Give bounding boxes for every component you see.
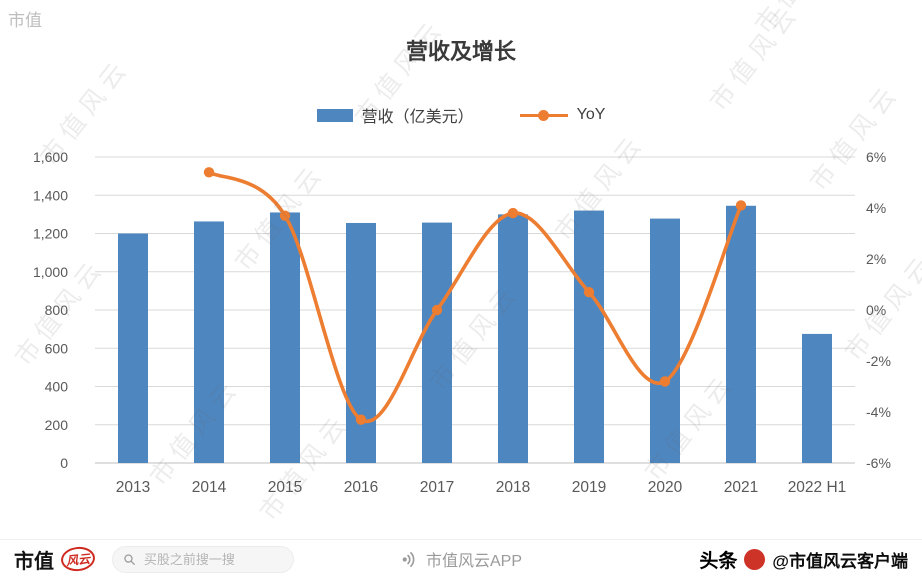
footer-right: 头条 @市值风云客户端 — [699, 546, 908, 573]
x-axis-label: 2016 — [344, 479, 378, 496]
yoy-point-2017 — [431, 304, 443, 316]
app-label: 市值风云APP — [425, 553, 523, 570]
right-axis-tick: 2% — [866, 251, 886, 267]
yoy-point-2016 — [355, 414, 367, 425]
brand-logo-text: 市值 — [14, 550, 54, 573]
search-input[interactable] — [141, 550, 283, 568]
search-box[interactable] — [112, 545, 294, 573]
bar-2021 — [726, 205, 756, 464]
x-axis-label: 2013 — [116, 479, 150, 496]
x-axis-label: 2019 — [572, 479, 606, 496]
bar-2014 — [194, 221, 224, 463]
legend-revenue-label: 营收（亿美元） — [361, 109, 474, 126]
bar-2013 — [118, 233, 148, 463]
x-axis-label: 2022 H1 — [788, 479, 847, 496]
right-axis-tick: -4% — [866, 404, 891, 420]
legend-item-revenue: 营收（亿美元） — [316, 103, 474, 127]
chart-title: 营收及增长 — [405, 39, 516, 64]
bar-2016 — [346, 222, 376, 463]
left-axis-tick: 1,400 — [33, 187, 68, 203]
x-axis-label: 2017 — [420, 479, 454, 496]
combo-chart: 0 200 400 600 800 1,000 1,200 1,400 1,600 -6% -4% -… — [33, 149, 891, 496]
broadcast-icon — [402, 551, 415, 567]
yoy-point-2019 — [583, 286, 595, 298]
bar-2018 — [498, 214, 528, 463]
left-axis-tick: 600 — [45, 340, 69, 356]
right-axis-tick: -6% — [866, 455, 891, 471]
yoy-point-2020 — [659, 376, 671, 387]
account-avatar-icon — [744, 548, 766, 570]
footer-bar: 市值 风云 市值风云APP 头条 @市值风云客户端 — [0, 539, 922, 578]
right-axis-tick: -2% — [866, 353, 891, 369]
bar-2022 H1 — [802, 333, 832, 463]
x-axis-label: 2021 — [724, 479, 758, 496]
legend-line-swatch — [519, 108, 568, 122]
footer-left: 市值 风云 — [14, 545, 294, 574]
left-axis-tick: 800 — [45, 302, 69, 318]
bar-2020 — [650, 218, 680, 463]
legend-item-yoy: YoY — [519, 106, 606, 124]
left-axis-tick: 0 — [60, 455, 68, 471]
account-handle: @市值风云客户端 — [772, 551, 908, 571]
x-axis-label: 2014 — [192, 479, 227, 496]
yoy-point-2021 — [735, 200, 747, 211]
footer-center: 市值风云APP — [400, 547, 522, 571]
legend-bar-swatch — [316, 108, 353, 122]
x-axis-label: 2015 — [268, 479, 302, 496]
bar-2017 — [422, 222, 452, 463]
left-axis-tick: 1,000 — [33, 264, 68, 280]
yoy-point-2014 — [203, 167, 215, 178]
left-axis-tick: 1,200 — [33, 226, 68, 242]
legend-line-marker — [537, 109, 549, 121]
right-axis-tick: 4% — [866, 200, 886, 216]
right-axis-tick: 6% — [866, 149, 886, 165]
search-icon — [124, 553, 135, 565]
toutiao-wordmark: 头条 — [699, 550, 738, 572]
yoy-point-2015 — [279, 210, 291, 221]
bar-2015 — [270, 212, 300, 463]
brand-logo-seal: 风云 — [59, 545, 97, 573]
yoy-point-2018 — [507, 207, 519, 219]
bar-2019 — [574, 210, 604, 463]
chart-legend: 营收（亿美元） YoY — [0, 103, 922, 127]
left-axis-tick: 200 — [45, 417, 69, 433]
legend-yoy-label: YoY — [576, 106, 606, 123]
right-axis-tick: 0% — [866, 302, 886, 318]
x-axis-label: 2020 — [648, 479, 683, 496]
x-axis-label: 2018 — [496, 479, 530, 496]
left-axis-tick: 400 — [45, 379, 69, 395]
left-axis-tick: 1,600 — [33, 149, 68, 165]
